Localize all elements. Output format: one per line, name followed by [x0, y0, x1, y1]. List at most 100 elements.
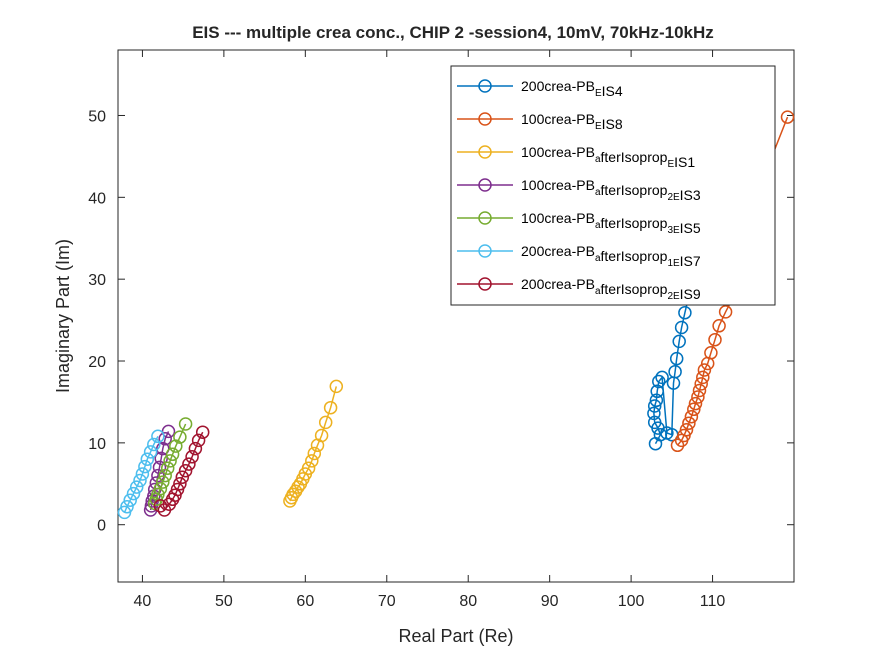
legend-entry-label: 100crea-PBafterIsoprop3EIS5: [521, 210, 701, 236]
data-point-marker: [652, 374, 666, 389]
data-point-marker: [173, 477, 187, 491]
data-point-marker: [286, 487, 300, 502]
series-group: [283, 379, 344, 508]
data-point-marker: [682, 416, 696, 430]
y-tick-label: 50: [88, 108, 106, 125]
chart-title: EIS --- multiple crea conc., CHIP 2 -ses…: [192, 23, 714, 42]
legend: 200crea-PBEIS4 100crea-PBEIS8 100crea-PBaf…: [450, 65, 776, 306]
x-tick-label: 110: [700, 593, 726, 610]
data-point-marker: [307, 446, 322, 461]
data-point-marker: [175, 470, 190, 484]
data-point-marker: [301, 461, 316, 475]
data-point-marker: [182, 457, 196, 471]
data-point-marker: [704, 346, 718, 360]
legend-entry-label: 100crea-PBafterIsopropEIS1: [521, 144, 695, 170]
data-point-marker: [696, 370, 710, 385]
data-point-marker: [647, 406, 661, 421]
series-group: [117, 429, 165, 520]
data-point-marker: [647, 399, 662, 413]
x-tick-label: 40: [134, 593, 152, 610]
data-point-marker: [712, 319, 726, 333]
data-point-marker: [178, 463, 193, 478]
data-point-marker: [120, 499, 134, 514]
data-point-marker: [323, 400, 338, 415]
data-point-marker: [692, 383, 707, 398]
data-point-marker: [185, 450, 199, 464]
data-point-marker: [688, 396, 703, 411]
data-point-marker: [650, 384, 664, 399]
data-point-marker: [160, 461, 175, 475]
data-point-marker: [647, 415, 662, 430]
data-point-marker: [718, 305, 733, 319]
series-group: [153, 425, 210, 517]
x-tick-label: 50: [215, 593, 233, 610]
axis-ticks: 40 50 60 70 80 90 100 110 0 10 20 30 40 50: [88, 50, 794, 610]
data-point-marker: [126, 486, 141, 501]
legend-marker-swatch: [478, 145, 492, 159]
data-point-marker: [165, 447, 180, 462]
data-point-marker: [672, 334, 686, 349]
series-line: [653, 250, 707, 445]
data-point-marker: [674, 320, 689, 335]
data-point-marker: [697, 363, 712, 377]
y-tick-label: 20: [88, 354, 106, 371]
y-tick-label: 0: [97, 518, 106, 535]
legend-marker-swatch: [478, 79, 492, 93]
data-point-marker: [129, 480, 144, 494]
data-point-marker: [655, 370, 669, 385]
data-point-marker: [669, 351, 684, 366]
data-point-marker: [138, 459, 152, 474]
legend-marker-swatch: [478, 211, 492, 225]
x-tick-label: 60: [296, 593, 314, 610]
data-point-marker: [154, 451, 168, 466]
data-point-marker: [143, 445, 158, 459]
data-point-marker: [329, 379, 344, 394]
data-point-marker: [153, 481, 168, 496]
data-point-marker: [140, 452, 155, 466]
series-line: [154, 423, 187, 504]
data-point-marker: [679, 423, 694, 437]
legend-entry-label: 200crea-PBafterIsoprop1EIS7: [521, 243, 701, 269]
y-axis-label: Imaginary Part (Im): [53, 239, 73, 393]
x-tick-label: 100: [618, 593, 645, 610]
data-point-marker: [314, 428, 329, 443]
data-point-marker: [135, 467, 150, 481]
data-point-marker: [691, 390, 705, 404]
data-point-marker: [133, 473, 147, 488]
data-point-marker: [178, 417, 193, 431]
data-point-marker: [780, 110, 795, 124]
legend-marker-swatch: [478, 112, 492, 126]
data-point-marker: [305, 454, 319, 468]
data-point-marker: [163, 454, 177, 468]
y-tick-label: 10: [88, 436, 106, 453]
data-point-marker: [668, 364, 682, 379]
data-point-marker: [195, 425, 210, 439]
data-point-marker: [684, 409, 699, 424]
data-point-marker: [678, 305, 692, 320]
data-point-marker: [156, 475, 170, 489]
data-point-marker: [156, 441, 170, 456]
data-point-marker: [708, 332, 722, 347]
x-tick-label: 80: [459, 593, 477, 610]
legend-entry-label: 200crea-PBafterIsoprop2EIS9: [521, 276, 701, 302]
data-point-marker: [147, 437, 161, 452]
data-point-marker: [670, 438, 685, 453]
series-group: [147, 417, 193, 511]
legend-marker-swatch: [478, 178, 492, 192]
legend-marker-swatch: [478, 244, 492, 258]
data-point-marker: [694, 377, 708, 391]
series-layer: [117, 110, 795, 520]
data-point-marker: [123, 493, 137, 507]
data-point-marker: [153, 499, 168, 513]
legend-entry-label: 200crea-PBEIS4: [521, 78, 623, 99]
data-point-marker: [687, 402, 701, 417]
x-tick-label: 90: [541, 593, 559, 610]
data-point-marker: [151, 429, 165, 444]
legend-entry-label: 100crea-PBafterIsoprop2EIS3: [521, 177, 701, 203]
data-point-marker: [191, 433, 206, 448]
data-point-marker: [158, 432, 172, 446]
y-tick-label: 30: [88, 272, 106, 289]
series-line: [159, 431, 204, 512]
data-point-marker: [318, 415, 333, 430]
x-tick-label: 70: [378, 593, 396, 610]
